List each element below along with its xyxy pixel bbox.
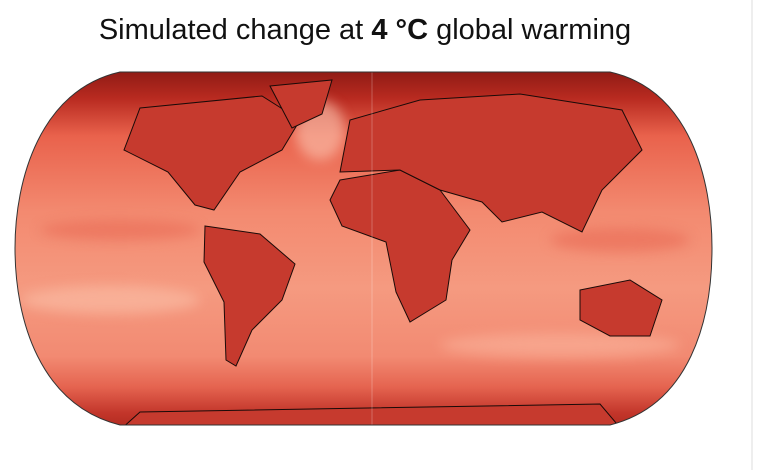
- title-text: Simulated change at: [98, 14, 372, 46]
- map-outline: [14, 71, 713, 426]
- greenland: [269, 79, 333, 129]
- map-body: [15, 72, 712, 425]
- title: Simulated change at 4 °C global warming: [0, 14, 730, 47]
- ocean-bands: [20, 100, 690, 357]
- eurasia: [339, 93, 643, 233]
- australia: [579, 279, 663, 337]
- title-emphasis: 4 °C: [371, 14, 429, 46]
- antarctica: [118, 403, 624, 425]
- south-america: [203, 225, 296, 367]
- continents: [118, 79, 663, 425]
- title-text: global warming: [428, 14, 632, 46]
